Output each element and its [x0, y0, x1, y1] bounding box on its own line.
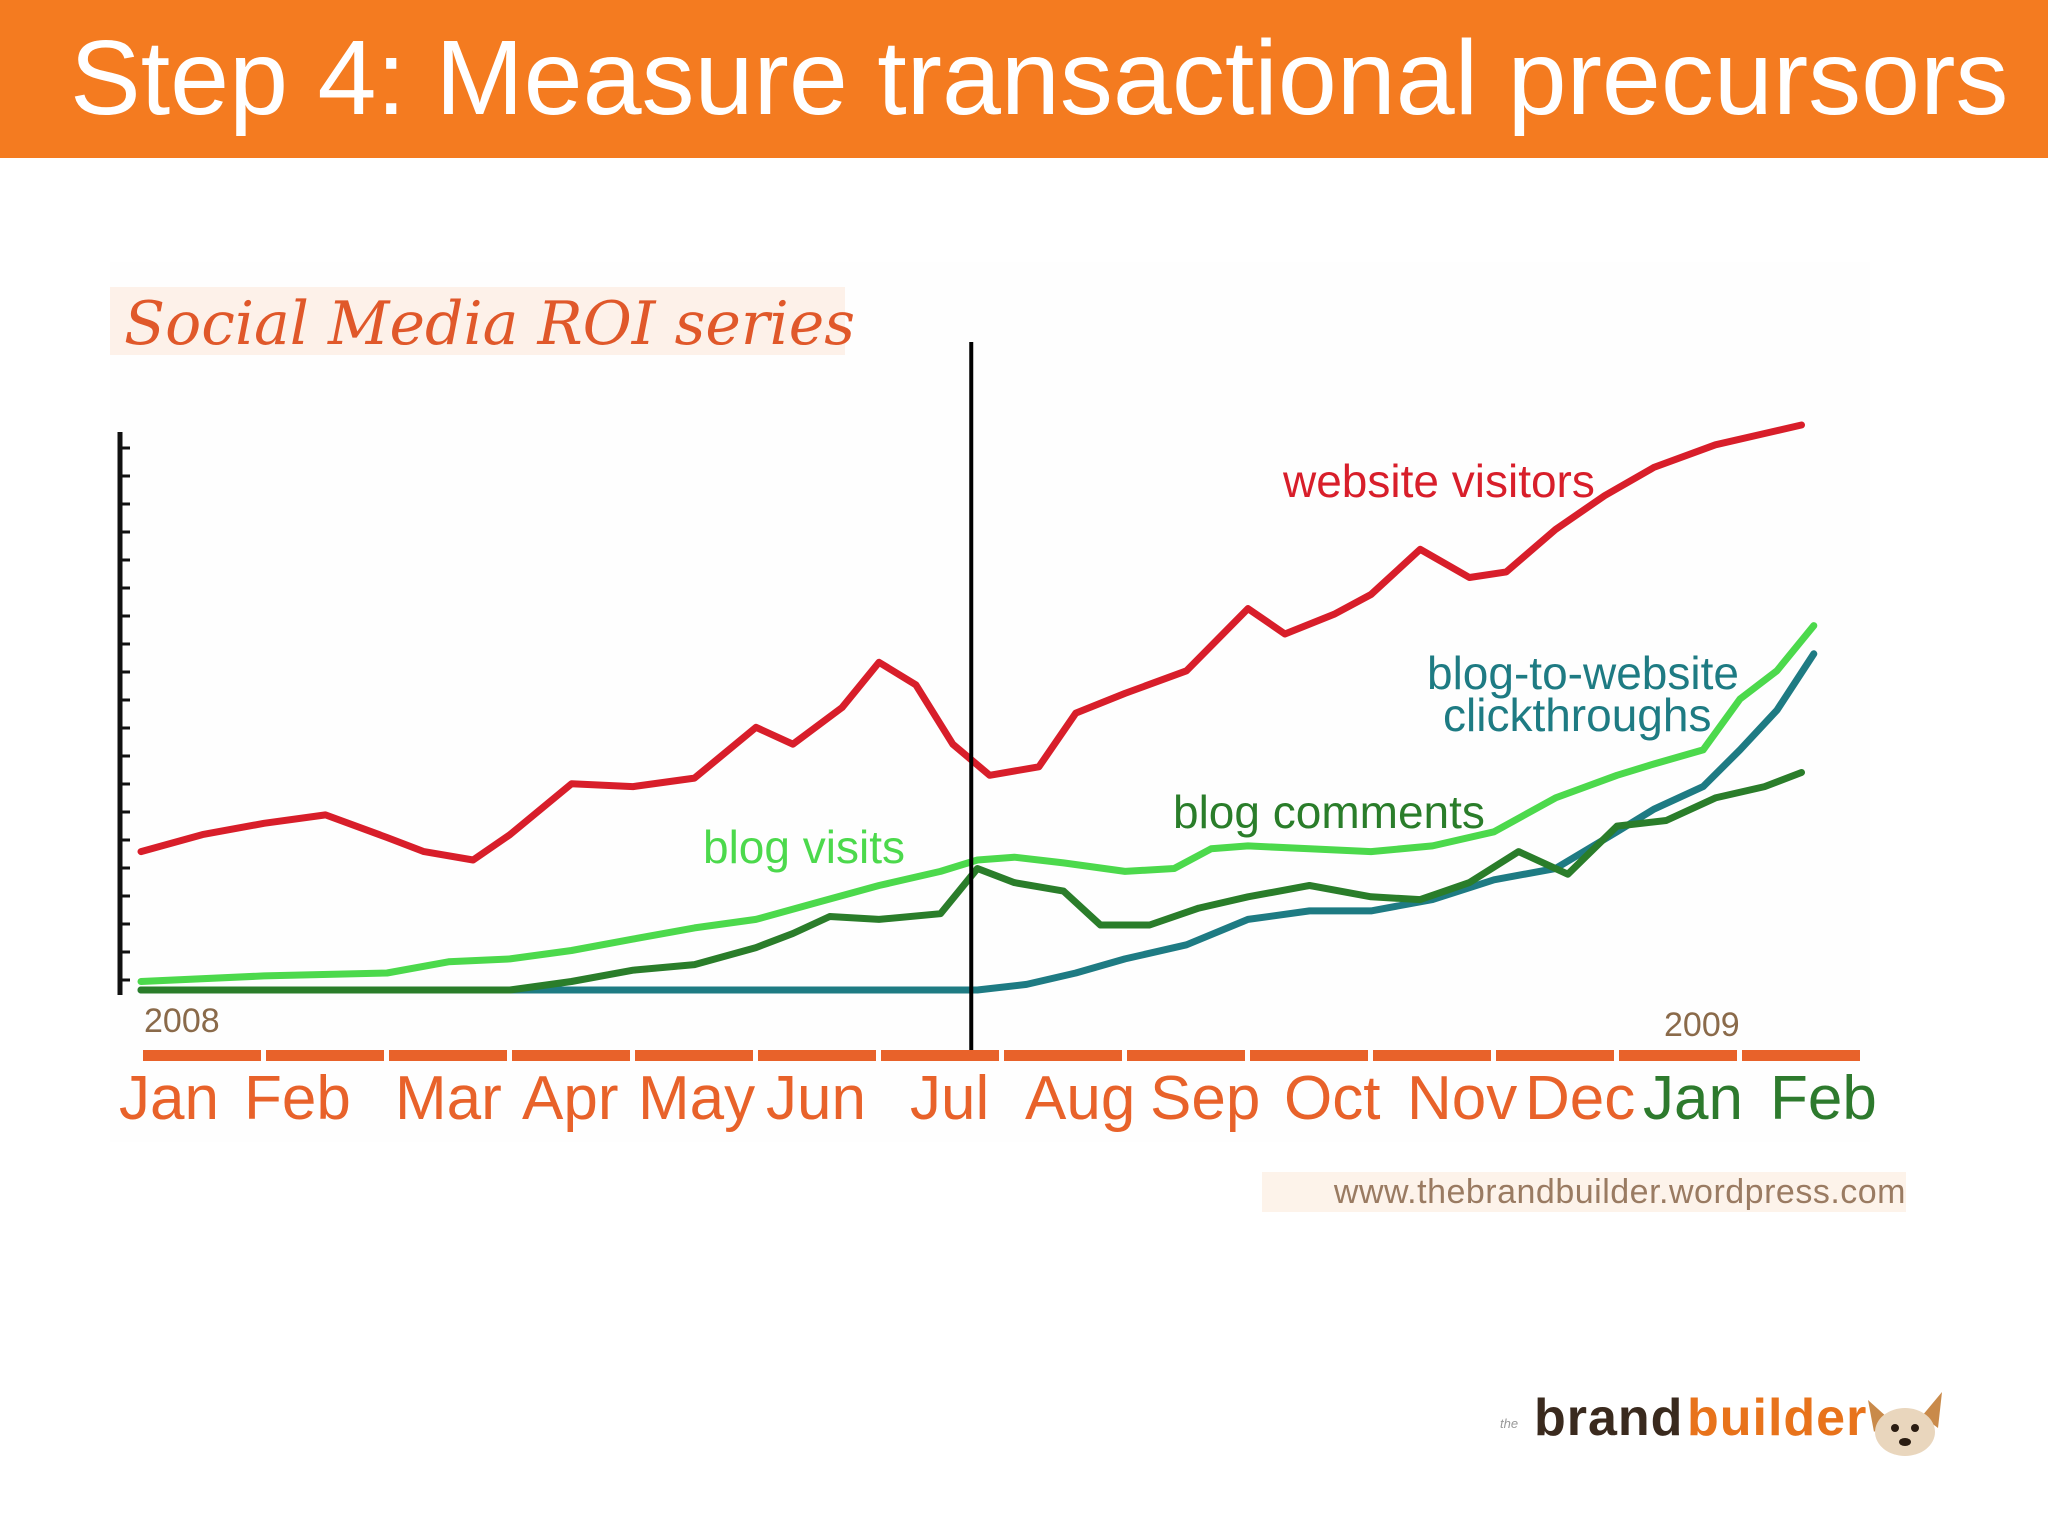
series-labels: website visitors blog visits blog comments… — [703, 455, 1739, 873]
series-layer — [137, 421, 1818, 994]
month-bar-segment — [1250, 1050, 1368, 1061]
month-bar-segment — [1127, 1050, 1245, 1061]
month-bar-segment — [881, 1050, 999, 1061]
year-label-end: 2009 — [1664, 1006, 1740, 1044]
series-line-2 — [137, 622, 1818, 985]
slide-header: Step 4: Measure transactional precursors — [0, 0, 2048, 158]
month-tick-label: Sep — [1150, 1064, 1260, 1133]
series-label: clickthroughs — [1443, 689, 1711, 741]
logo-prefix: the — [1500, 1416, 1519, 1431]
chart-title: Social Media ROI series — [124, 289, 855, 359]
brandbuilder-logo: the brand builder — [1500, 1380, 1980, 1470]
series-line-3 — [137, 769, 1805, 994]
month-tick-label: Feb — [1770, 1064, 1877, 1133]
slide-title: Step 4: Measure transactional precursors — [70, 19, 2009, 137]
month-tick-label: Jun — [766, 1064, 866, 1133]
logo-word-builder: builder — [1687, 1389, 1868, 1447]
dog-mascot-icon — [1868, 1392, 1942, 1456]
month-bar-segment — [1619, 1050, 1737, 1061]
series-label: blog comments — [1173, 786, 1485, 838]
month-tick-label: Jan — [119, 1064, 219, 1133]
month-tick-label: May — [638, 1064, 755, 1133]
month-tick-label: Apr — [522, 1064, 618, 1133]
source-url: www.thebrandbuilder.wordpress.com — [1262, 1172, 1906, 1212]
month-bar-segment — [758, 1050, 876, 1061]
month-bar-segment — [1373, 1050, 1491, 1061]
month-tick-label: Aug — [1025, 1064, 1135, 1133]
month-bar-segment — [266, 1050, 384, 1061]
month-tick-label: Dec — [1525, 1064, 1635, 1133]
series-label: website visitors — [1282, 455, 1595, 507]
y-axis — [117, 432, 130, 995]
series-line-1 — [137, 421, 1805, 864]
month-bar-segment — [389, 1050, 507, 1061]
logo-word-brand: brand — [1534, 1389, 1684, 1447]
series-line-4 — [137, 650, 1818, 994]
series-label: blog visits — [703, 821, 905, 873]
chart-background — [110, 262, 1870, 1142]
month-tick-label: Mar — [395, 1064, 502, 1133]
month-tick-label: Oct — [1284, 1064, 1380, 1133]
series-label: blog-to-website — [1427, 647, 1739, 699]
month-bar-segment — [143, 1050, 261, 1061]
month-bar-segment — [512, 1050, 630, 1061]
month-tick-label: Feb — [244, 1064, 351, 1133]
month-tick-label: Nov — [1407, 1064, 1517, 1133]
month-bar-segment — [1742, 1050, 1860, 1061]
month-bar-segment — [1004, 1050, 1122, 1061]
year-label-start: 2008 — [144, 1002, 220, 1040]
x-axis: 2008 2009 Jan Feb Mar Apr May Jun Jul Aug Sep Oct No… — [119, 1002, 1877, 1133]
month-bar-segment — [635, 1050, 753, 1061]
month-tick-label: Jan — [1643, 1064, 1743, 1133]
month-bar-segment — [1496, 1050, 1614, 1061]
chart-title-background — [110, 287, 845, 355]
month-tick-label: Jul — [910, 1064, 989, 1133]
